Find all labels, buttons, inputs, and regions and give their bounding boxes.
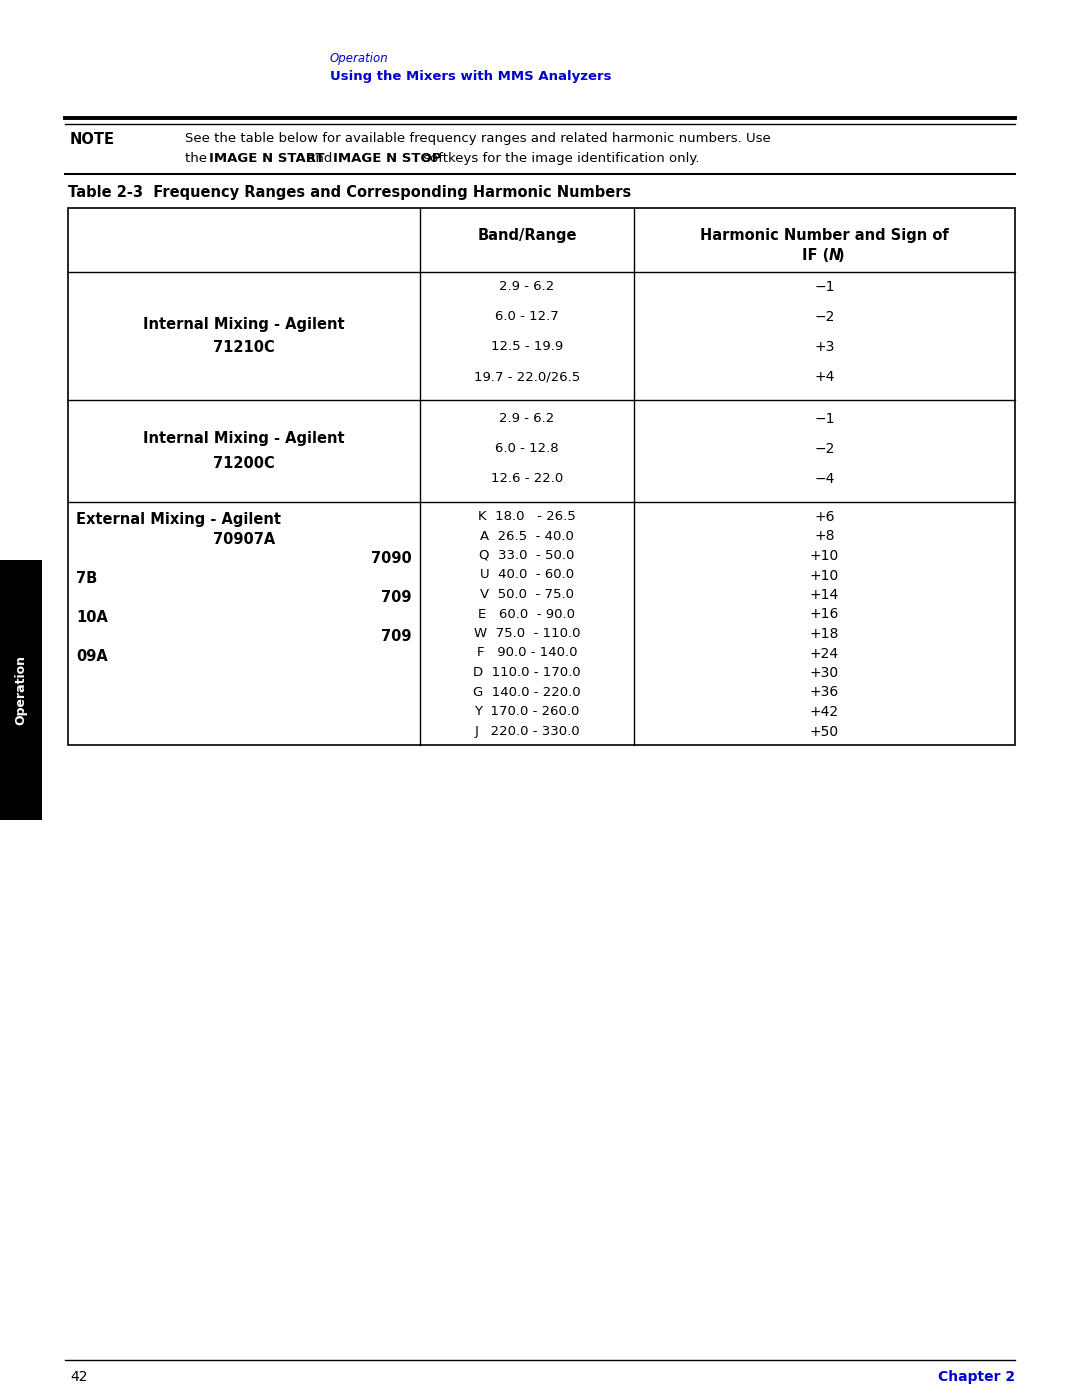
Text: D  110.0 - 170.0: D 110.0 - 170.0: [473, 666, 581, 679]
Text: +4: +4: [814, 370, 835, 384]
Text: 709: 709: [381, 591, 411, 605]
Text: 12.5 - 19.9: 12.5 - 19.9: [491, 339, 563, 353]
Text: Operation: Operation: [330, 52, 389, 66]
Text: 42: 42: [70, 1370, 87, 1384]
Text: Internal Mixing - Agilent: Internal Mixing - Agilent: [144, 432, 345, 447]
Text: −2: −2: [814, 310, 835, 324]
Bar: [68, 208, 1015, 745]
Text: 12.6 - 22.0: 12.6 - 22.0: [491, 472, 563, 485]
Text: and: and: [302, 152, 336, 165]
Text: Band/Range: Band/Range: [477, 228, 577, 243]
Text: −4: −4: [814, 472, 835, 486]
Text: +10: +10: [810, 549, 839, 563]
Text: −1: −1: [814, 412, 835, 426]
Text: +24: +24: [810, 647, 839, 661]
Text: Y  170.0 - 260.0: Y 170.0 - 260.0: [474, 705, 580, 718]
Text: +14: +14: [810, 588, 839, 602]
Text: IMAGE N START: IMAGE N START: [210, 152, 324, 165]
Text: −2: −2: [814, 441, 835, 455]
Text: Using the Mixers with MMS Analyzers: Using the Mixers with MMS Analyzers: [330, 70, 611, 82]
Text: 709: 709: [381, 629, 411, 644]
Text: U  40.0  - 60.0: U 40.0 - 60.0: [480, 569, 575, 581]
Text: +30: +30: [810, 666, 839, 680]
Text: See the table below for available frequency ranges and related harmonic numbers.: See the table below for available freque…: [185, 131, 771, 145]
Text: Chapter 2: Chapter 2: [937, 1370, 1015, 1384]
Text: Internal Mixing - Agilent: Internal Mixing - Agilent: [144, 317, 345, 331]
Text: 71210C: 71210C: [213, 341, 275, 355]
Text: Harmonic Number and Sign of: Harmonic Number and Sign of: [700, 228, 949, 243]
Text: +36: +36: [810, 686, 839, 700]
Text: +3: +3: [814, 339, 835, 353]
Text: N: N: [828, 249, 840, 263]
Text: Table 2-3  Frequency Ranges and Corresponding Harmonic Numbers: Table 2-3 Frequency Ranges and Correspon…: [68, 184, 631, 200]
Text: 6.0 - 12.8: 6.0 - 12.8: [496, 441, 558, 455]
Text: 2.9 - 6.2: 2.9 - 6.2: [499, 279, 555, 293]
Text: +42: +42: [810, 705, 839, 719]
Text: 7090: 7090: [372, 552, 411, 566]
Text: A  26.5  - 40.0: A 26.5 - 40.0: [481, 529, 573, 542]
Text: +50: +50: [810, 725, 839, 739]
Text: NOTE: NOTE: [70, 131, 114, 147]
Text: IF (: IF (: [802, 249, 829, 263]
Text: the: the: [185, 152, 212, 165]
Text: Q  33.0  - 50.0: Q 33.0 - 50.0: [480, 549, 575, 562]
Text: 7B: 7B: [76, 571, 97, 585]
Text: +8: +8: [814, 529, 835, 543]
Text: IMAGE N STOP: IMAGE N STOP: [333, 152, 441, 165]
Text: +16: +16: [810, 608, 839, 622]
Text: G  140.0 - 220.0: G 140.0 - 220.0: [473, 686, 581, 698]
Bar: [0, 560, 42, 820]
Text: 70907A: 70907A: [213, 532, 275, 546]
Text: 09A: 09A: [76, 648, 108, 664]
Text: External Mixing - Agilent: External Mixing - Agilent: [76, 513, 281, 527]
Text: 6.0 - 12.7: 6.0 - 12.7: [495, 310, 558, 323]
Text: 2.9 - 6.2: 2.9 - 6.2: [499, 412, 555, 425]
Text: 10A: 10A: [76, 609, 108, 624]
Text: E   60.0  - 90.0: E 60.0 - 90.0: [478, 608, 576, 620]
Text: +6: +6: [814, 510, 835, 524]
Text: ): ): [837, 249, 845, 263]
Text: 71200C: 71200C: [213, 455, 275, 471]
Text: F   90.0 - 140.0: F 90.0 - 140.0: [476, 647, 577, 659]
Text: J   220.0 - 330.0: J 220.0 - 330.0: [474, 725, 580, 738]
Text: Operation: Operation: [14, 655, 27, 725]
Text: W  75.0  - 110.0: W 75.0 - 110.0: [474, 627, 580, 640]
Text: K  18.0   - 26.5: K 18.0 - 26.5: [478, 510, 576, 522]
Text: +18: +18: [810, 627, 839, 641]
Text: 19.7 - 22.0/26.5: 19.7 - 22.0/26.5: [474, 370, 580, 383]
Text: +10: +10: [810, 569, 839, 583]
Text: −1: −1: [814, 279, 835, 293]
Text: V  50.0  - 75.0: V 50.0 - 75.0: [480, 588, 573, 601]
Text: softkeys for the image identification only.: softkeys for the image identification on…: [419, 152, 700, 165]
